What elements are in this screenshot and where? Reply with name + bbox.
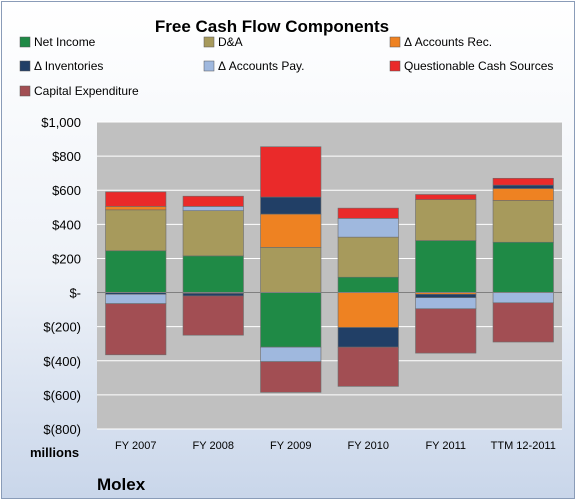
y-tick-label: $400 [52, 217, 81, 232]
bar-segment [105, 206, 167, 211]
bar-segment [260, 346, 322, 362]
legend-label: Δ Accounts Pay. [218, 59, 305, 73]
bar-segment [492, 188, 554, 201]
bar-segment [492, 184, 554, 189]
legend-swatch [19, 36, 31, 48]
bar-segment [182, 293, 244, 297]
bar-segment [260, 247, 322, 293]
bar-segment [182, 195, 244, 207]
unit-label: millions [30, 445, 79, 460]
bar-segment [492, 177, 554, 186]
x-tick-label: FY 2011 [425, 440, 466, 452]
bar-segment [492, 292, 554, 304]
x-axis: FY 2007 FY 2008 FY 2009 FY 2010 FY 2011 TTM 1… [115, 440, 556, 452]
bar-segment [260, 361, 322, 393]
y-tick-label: $(400) [43, 354, 81, 369]
legend-swatch [389, 60, 401, 72]
y-tick-label: $(800) [43, 422, 81, 437]
bar-segment [260, 146, 322, 198]
bar-segment [105, 293, 167, 304]
bar-segment [337, 236, 399, 278]
bar-segment [105, 191, 167, 207]
bar-segment [337, 218, 399, 238]
bar-segment [182, 295, 244, 336]
bar-segment [337, 276, 399, 293]
bar-segment [337, 207, 399, 219]
chart-title: Free Cash Flow Components [155, 17, 389, 36]
legend-swatch [203, 36, 215, 48]
bar-segment [260, 196, 322, 215]
x-tick-label: FY 2010 [348, 440, 389, 452]
bar-segment [492, 241, 554, 293]
legend: Net Income D&A Δ Accounts Rec. Δ Inventorie… [19, 35, 553, 98]
legend-swatch [203, 60, 215, 72]
y-tick-label: $(200) [43, 320, 81, 335]
y-axis: $1,000 $800 $600 $400 $200 $- $(200) $(400) $(60… [41, 115, 81, 437]
bar-segment [415, 240, 477, 293]
legend-swatch [389, 36, 401, 48]
bar-segment [260, 213, 322, 248]
y-tick-label: $200 [52, 251, 81, 266]
bar-segment [105, 209, 167, 252]
company-name: Molex [97, 475, 146, 494]
bar-segment [337, 346, 399, 387]
bar-segment [105, 250, 167, 293]
bar-segment [415, 308, 477, 354]
legend-label: Δ Accounts Rec. [404, 35, 492, 49]
x-tick-label: FY 2009 [270, 440, 311, 452]
legend-swatch [19, 60, 31, 72]
bar-segment [415, 297, 477, 310]
x-tick-label: FY 2008 [193, 440, 234, 452]
legend-label: D&A [218, 35, 243, 49]
plot-area [97, 121, 562, 430]
bar-segment [182, 206, 244, 211]
x-tick-label: FY 2007 [115, 440, 156, 452]
bar-segment [182, 255, 244, 293]
bar-segment [415, 194, 477, 200]
y-tick-label: $600 [52, 183, 81, 198]
x-tick-label: TTM 12-2011 [491, 440, 556, 452]
bar-segment [492, 302, 554, 343]
bar-segment [492, 200, 554, 243]
y-tick-label: $1,000 [41, 115, 81, 130]
legend-label: Capital Expenditure [34, 84, 139, 98]
plot-background [97, 122, 562, 429]
bar-segment [415, 293, 477, 298]
y-tick-label: $- [69, 286, 81, 301]
legend-label: Δ Inventories [34, 59, 103, 73]
bar-segment [182, 210, 244, 257]
legend-label: Questionable Cash Sources [404, 59, 553, 73]
bar-segment [260, 292, 322, 348]
bar-segment [105, 303, 167, 356]
bar-segment [337, 292, 399, 328]
y-tick-label: $(600) [43, 388, 81, 403]
bar-segment [337, 327, 399, 348]
y-tick-label: $800 [52, 149, 81, 164]
bar-segment [415, 199, 477, 241]
legend-swatch [19, 85, 31, 97]
legend-label: Net Income [34, 35, 96, 49]
